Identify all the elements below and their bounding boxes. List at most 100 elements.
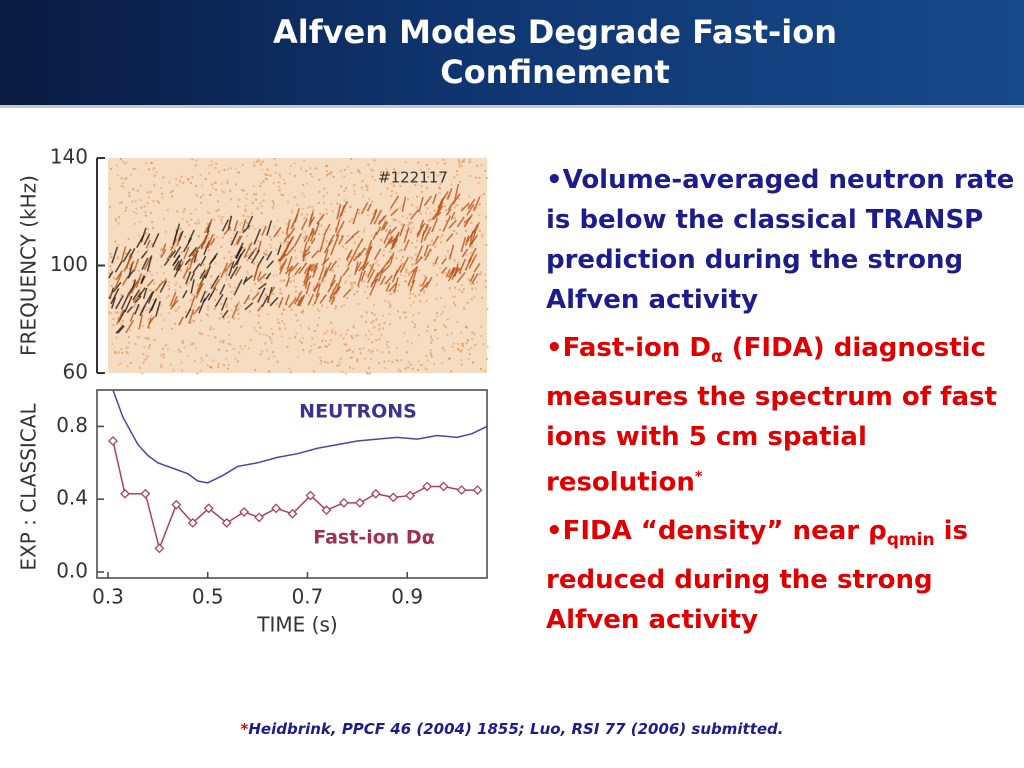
noise bbox=[126, 346, 129, 349]
noise bbox=[373, 313, 376, 316]
noise bbox=[233, 232, 236, 235]
noise bbox=[471, 287, 474, 290]
noise bbox=[318, 233, 321, 236]
noise bbox=[248, 227, 251, 230]
noise bbox=[468, 161, 471, 164]
diamond-marker bbox=[239, 507, 250, 517]
noise bbox=[143, 205, 146, 208]
noise bbox=[177, 348, 180, 351]
noise bbox=[116, 255, 119, 258]
noise bbox=[248, 244, 251, 247]
noise bbox=[473, 333, 476, 336]
noise bbox=[277, 181, 280, 184]
mode-streak bbox=[435, 205, 444, 216]
diamond-marker bbox=[422, 481, 433, 492]
noise bbox=[468, 280, 471, 283]
mode-streak bbox=[257, 287, 266, 303]
mode-streak bbox=[382, 221, 389, 231]
noise bbox=[134, 168, 137, 171]
noise bbox=[252, 262, 255, 265]
noise bbox=[234, 305, 237, 308]
noise bbox=[474, 287, 477, 290]
noise bbox=[187, 270, 190, 273]
noise bbox=[229, 229, 232, 232]
mode-streak bbox=[230, 230, 239, 246]
mode-streak bbox=[199, 269, 206, 280]
noise bbox=[466, 301, 469, 304]
noise bbox=[153, 174, 156, 177]
noise bbox=[423, 291, 426, 294]
noise bbox=[324, 332, 327, 335]
noise bbox=[180, 269, 183, 272]
mode-streak bbox=[390, 208, 399, 217]
noise bbox=[393, 177, 396, 180]
noise bbox=[339, 169, 342, 172]
mode-streak bbox=[191, 246, 200, 257]
noise bbox=[194, 347, 197, 350]
noise bbox=[427, 167, 430, 170]
noise bbox=[204, 177, 207, 180]
noise bbox=[351, 218, 354, 221]
noise bbox=[373, 159, 376, 162]
mode-streak bbox=[447, 266, 455, 278]
noise bbox=[238, 171, 241, 174]
noise bbox=[110, 256, 113, 259]
noise bbox=[435, 263, 438, 266]
noise bbox=[236, 171, 239, 174]
mode-streak bbox=[302, 249, 307, 262]
noise bbox=[168, 288, 171, 291]
mode-streak bbox=[175, 258, 183, 271]
spectrogram-background bbox=[108, 158, 487, 373]
noise bbox=[210, 283, 213, 286]
noise bbox=[480, 194, 483, 197]
noise bbox=[409, 228, 412, 231]
noise bbox=[145, 358, 148, 361]
noise bbox=[368, 198, 371, 201]
noise bbox=[238, 198, 241, 201]
noise bbox=[300, 341, 303, 344]
mode-streak bbox=[214, 293, 224, 308]
noise bbox=[245, 197, 248, 200]
diamond-marker bbox=[438, 481, 449, 492]
noise bbox=[147, 338, 150, 341]
noise bbox=[303, 195, 306, 198]
noise bbox=[400, 171, 403, 174]
mode-streak bbox=[354, 237, 364, 253]
noise bbox=[280, 335, 283, 338]
noise bbox=[368, 349, 371, 352]
noise bbox=[229, 259, 232, 262]
noise bbox=[418, 269, 421, 272]
noise bbox=[116, 311, 119, 314]
mode-streak bbox=[145, 239, 151, 249]
noise bbox=[411, 257, 414, 260]
noise bbox=[356, 360, 359, 363]
mode-streak bbox=[312, 268, 317, 278]
noise bbox=[195, 194, 198, 197]
noise bbox=[405, 229, 408, 232]
noise bbox=[325, 345, 328, 348]
noise bbox=[365, 184, 368, 187]
mode-streak bbox=[431, 211, 438, 221]
noise bbox=[352, 281, 355, 284]
mode-streak bbox=[351, 230, 360, 238]
noise bbox=[433, 319, 436, 322]
noise bbox=[264, 252, 267, 255]
noise bbox=[351, 336, 354, 339]
noise bbox=[484, 274, 487, 277]
noise bbox=[274, 163, 277, 166]
noise bbox=[139, 286, 142, 289]
noise bbox=[129, 173, 132, 176]
noise bbox=[317, 346, 320, 349]
mode-streak bbox=[445, 208, 452, 216]
noise bbox=[303, 231, 306, 234]
noise bbox=[301, 228, 304, 231]
noise bbox=[400, 223, 403, 226]
noise bbox=[149, 246, 152, 249]
noise bbox=[366, 372, 369, 375]
noise bbox=[267, 277, 270, 280]
noise bbox=[408, 221, 411, 224]
noise bbox=[319, 362, 322, 365]
noise bbox=[269, 174, 272, 177]
noise bbox=[273, 225, 276, 228]
noise bbox=[443, 305, 446, 308]
